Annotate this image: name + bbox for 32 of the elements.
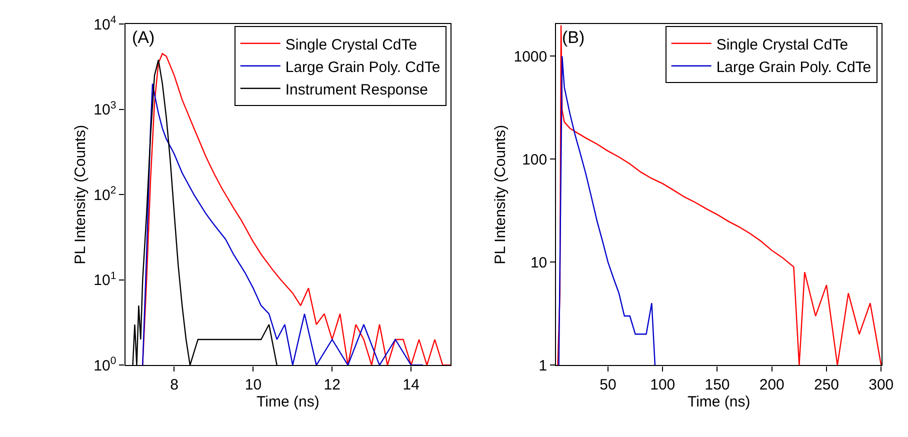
x-tick-label: 150 [704, 376, 730, 394]
y-tick-label: 10$^{2}$ [94, 184, 116, 204]
x-tick-label: 200 [759, 376, 784, 394]
y-axis-title: PL Intensity (Counts) [72, 124, 89, 264]
x-tick-label: 14 [402, 376, 420, 394]
x-axis-title: Time (ns) [687, 393, 750, 410]
annotation: (A) [132, 28, 155, 47]
y-tick-label: 10$^{0}$ [94, 355, 116, 374]
legend-label: Single Crystal CdTe [285, 36, 418, 54]
y-tick-label: 10$^{3}$ [94, 99, 116, 119]
x-tick-label: 300 [868, 376, 894, 394]
x-tick-label: 12 [324, 376, 340, 394]
line-series [142, 53, 451, 366]
legend-label: Instrument Response [285, 81, 428, 98]
x-tick-label: 8 [170, 376, 178, 394]
x-tick-label: 100 [650, 376, 676, 394]
y-axis-title: PL Intensity (Counts) [492, 124, 509, 264]
y-tick-label: 10$^{1}$ [94, 270, 116, 290]
legend-label: Single Crystal CdTe [716, 36, 848, 54]
y-tick-label: 1 [538, 357, 548, 374]
x-axis-title: Time (ns) [256, 393, 320, 410]
y-tick-label: 10$^{4}$ [94, 14, 116, 34]
y-tick-label: 10 [530, 254, 548, 272]
legend-label: Large Grain Poly. CdTe [716, 58, 872, 76]
y-tick-label: 100 [522, 151, 548, 168]
line-series [558, 56, 656, 366]
x-tick-label: 50 [600, 376, 616, 394]
y-tick-label: 1000 [514, 48, 548, 66]
legend-label: Large Grain Poly. CdTe [285, 58, 440, 76]
x-tick-label: 250 [814, 376, 840, 394]
x-tick-label: 10 [244, 376, 262, 394]
annotation: (B) [562, 28, 585, 47]
